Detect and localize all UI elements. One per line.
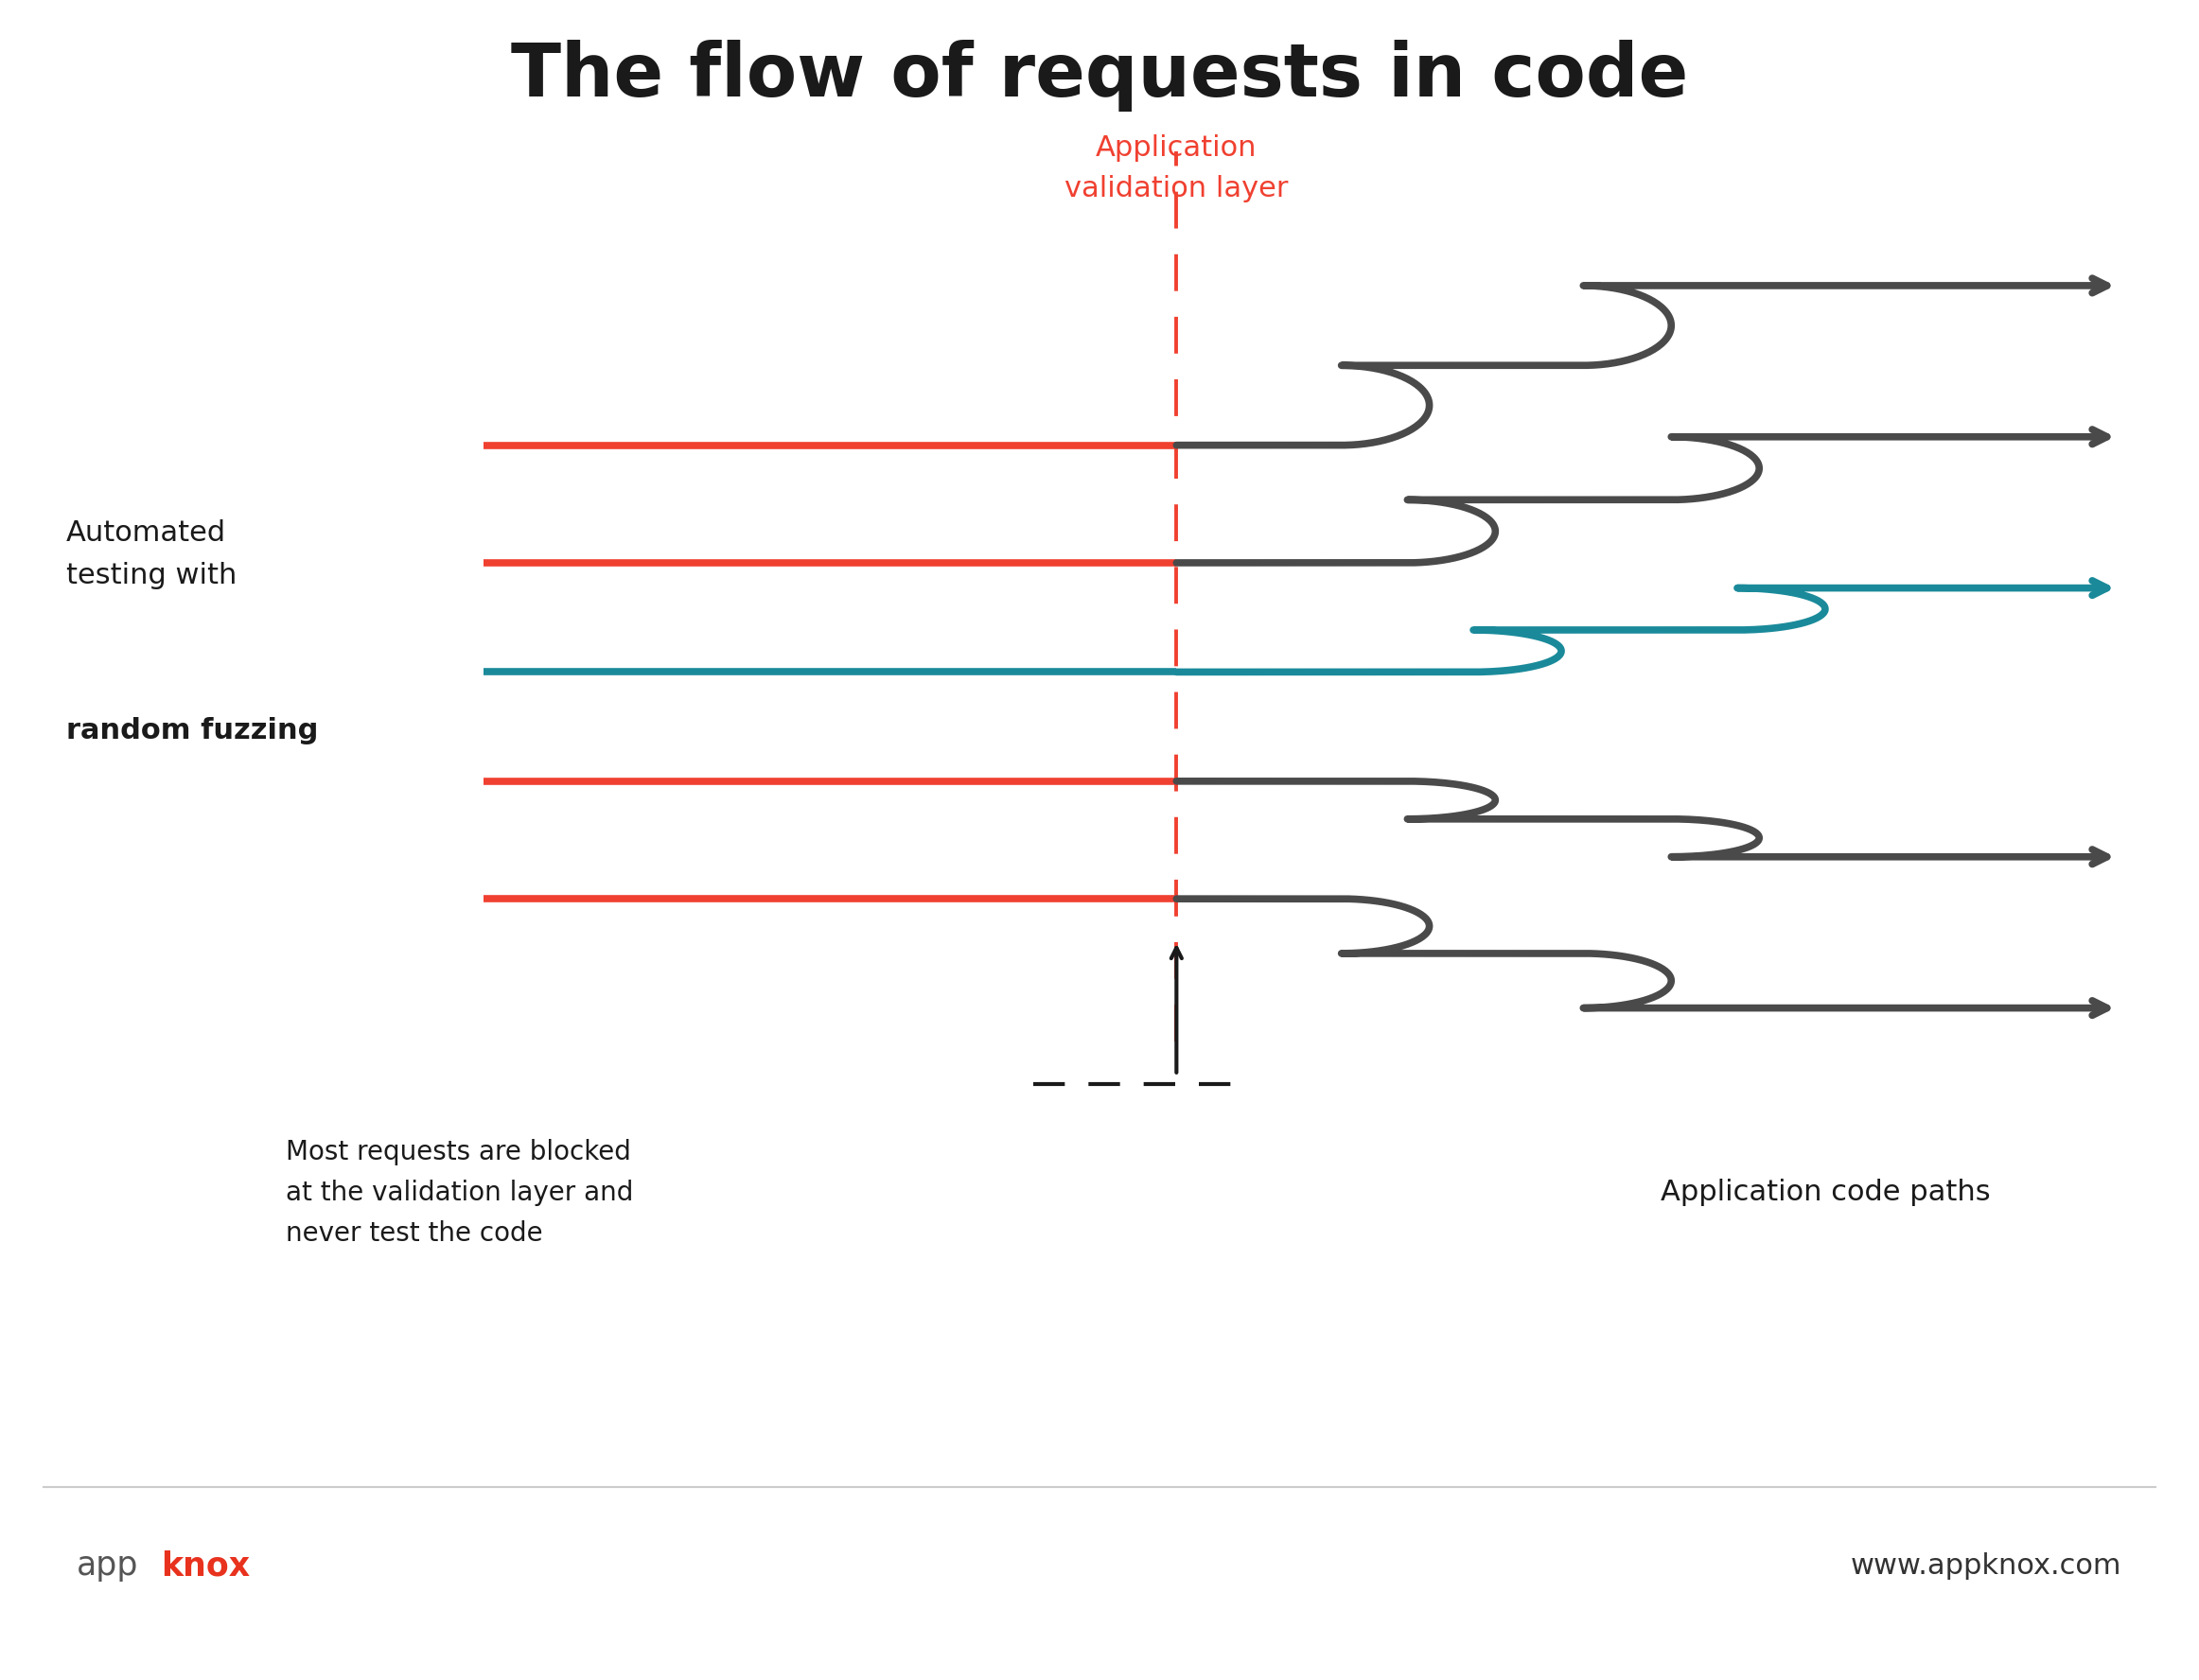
Text: Most requests are blocked
at the validation layer and
never test the code: Most requests are blocked at the validat… <box>286 1139 633 1247</box>
Text: www.appknox.com: www.appknox.com <box>1852 1552 2122 1579</box>
Text: app: app <box>77 1549 139 1583</box>
Text: Automated
testing with: Automated testing with <box>66 519 237 590</box>
Text: random fuzzing: random fuzzing <box>66 717 319 744</box>
Text: Application
validation layer: Application validation layer <box>1064 134 1289 202</box>
Text: The flow of requests in code: The flow of requests in code <box>510 40 1689 111</box>
Text: Application code paths: Application code paths <box>1660 1179 1990 1206</box>
Text: knox: knox <box>161 1549 251 1583</box>
